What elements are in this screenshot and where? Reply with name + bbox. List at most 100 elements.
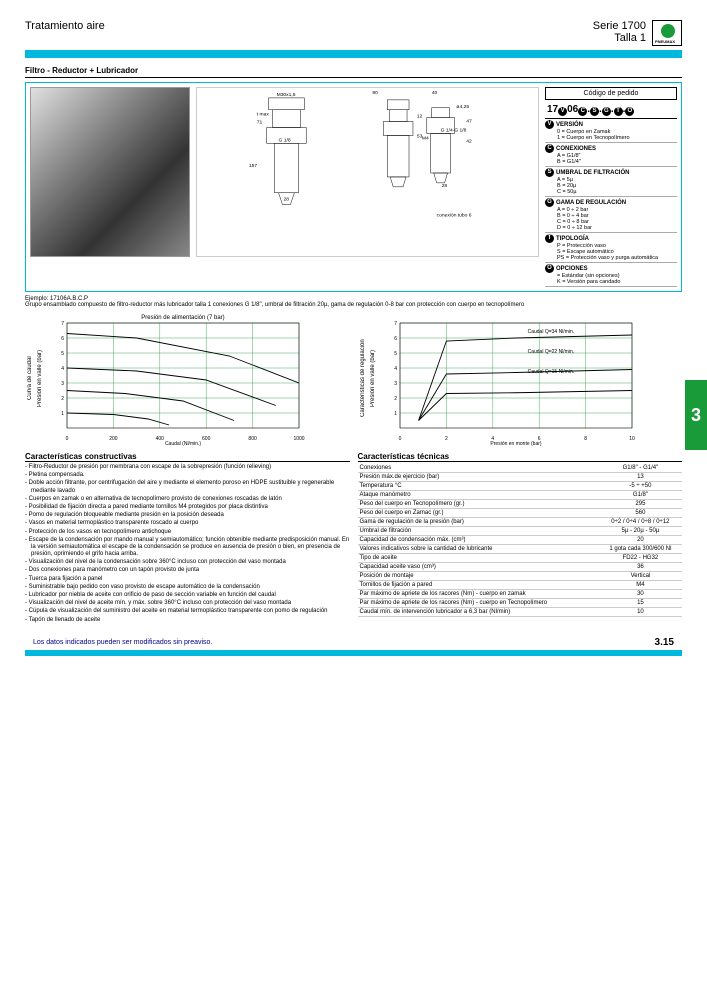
spec-label: Valores indicativos sobre la cantidad de… xyxy=(358,545,599,554)
feature-list: Filtro-Reductor de presión por membrana … xyxy=(25,464,350,624)
chart2-outer-label: Características de regulación xyxy=(358,311,368,446)
svg-text:3: 3 xyxy=(61,381,64,387)
footer-bar xyxy=(25,650,682,656)
svg-text:7: 7 xyxy=(61,321,64,327)
svg-text:G 1/8: G 1/8 xyxy=(279,137,291,143)
spec-label: Peso del cuerpo en Tecnopolímero (gr.) xyxy=(358,500,599,509)
table-row: Capacidad aceite vaso (cm³)36 xyxy=(358,563,683,572)
svg-text:600: 600 xyxy=(202,436,211,442)
table-row: Caudal mín. de intervención lubricador a… xyxy=(358,608,683,617)
spec-value: Vertical xyxy=(599,572,682,581)
feature-item: Pomo de regulación bloqueable mediante p… xyxy=(25,512,350,519)
technical-col: Características técnicas ConexionesG1/8"… xyxy=(358,452,683,625)
spec-label: Temperatura °C xyxy=(358,482,599,491)
table-row: Tipo de aceiteFD22 - HG32 xyxy=(358,554,683,563)
svg-text:1: 1 xyxy=(61,411,64,417)
spec-label: Umbral de filtración xyxy=(358,527,599,536)
spec-label: Peso del cuerpo en Zamac (gr.) xyxy=(358,509,599,518)
table-row: Posición de montajeVertical xyxy=(358,572,683,581)
constructive-title: Características constructivas xyxy=(25,452,350,462)
svg-text:80: 80 xyxy=(372,90,378,96)
feature-item: Tuerca para fijación a panel xyxy=(25,576,350,583)
table-row: Peso del cuerpo en Tecnopolímero (gr.)29… xyxy=(358,500,683,509)
constructive-col: Características constructivas Filtro-Red… xyxy=(25,452,350,625)
svg-text:71: 71 xyxy=(257,120,263,126)
header-left: Tratamiento aire xyxy=(25,20,105,32)
section-tab: 3 xyxy=(685,380,707,450)
svg-text:3: 3 xyxy=(394,381,397,387)
size-label: Talla 1 xyxy=(593,32,646,44)
header-right: Serie 1700 Talla 1 PNEUMAX xyxy=(593,20,682,46)
table-row: Ataque manómetroG1/8" xyxy=(358,491,683,500)
spec-value: 36 xyxy=(599,563,682,572)
table-row: Umbral de filtración5µ - 20µ - 50µ xyxy=(358,527,683,536)
page-number: 3.15 xyxy=(655,637,674,648)
spec-label: Ataque manómetro xyxy=(358,491,599,500)
chart1-ylabel: Presión en valle (bar) xyxy=(35,311,45,446)
feature-item: Escape de la condensación por mando manu… xyxy=(25,537,350,559)
spec-value: FD22 - HG32 xyxy=(599,554,682,563)
spec-value: 5µ - 20µ - 50µ xyxy=(599,527,682,536)
footer-note: Los datos indicados pueden ser modificad… xyxy=(33,639,212,646)
svg-text:M4: M4 xyxy=(422,135,429,141)
svg-text:4: 4 xyxy=(61,366,64,372)
chart2-ylabel: Presión en valle (bar) xyxy=(368,311,378,446)
spec-value: 560 xyxy=(599,509,682,518)
table-row: Tornillos de fijación a paredM4 xyxy=(358,581,683,590)
flow-chart: Curva de caudal Presión en valle (bar) 0… xyxy=(25,311,350,446)
feature-item: Visualización del nivel de aceite mín. y… xyxy=(25,600,350,607)
technical-title: Características técnicas xyxy=(358,452,683,462)
spec-label: Conexiones xyxy=(358,464,599,473)
feature-item: Filtro-Reductor de presión por membrana … xyxy=(25,464,350,471)
technical-table: ConexionesG1/8" - G1/4"Presión máx.de ej… xyxy=(358,464,683,617)
feature-item: Doble acción filtrante, por centrifugaci… xyxy=(25,480,350,494)
example-description: Grupo ensamblado compuesto de filtro-red… xyxy=(25,302,682,308)
feature-item: Vasos en material termoplástico transpar… xyxy=(25,520,350,527)
example-text: Ejemplo: 17106A.B.C.P Grupo ensamblado c… xyxy=(25,296,682,308)
feature-item: Posibilidad de fijación directa a pared … xyxy=(25,504,350,511)
spec-label: Presión máx.de ejercicio (bar) xyxy=(358,473,599,482)
spec-value: 15 xyxy=(599,599,682,608)
svg-text:Caudal (Nl/min.): Caudal (Nl/min.) xyxy=(165,441,201,446)
svg-text:5: 5 xyxy=(394,351,397,357)
feature-item: Lubricador por niebla de aceite con orif… xyxy=(25,592,350,599)
spec-value: 30 xyxy=(599,590,682,599)
spec-label: Caudal mín. de intervención lubricador a… xyxy=(358,608,599,617)
feature-item: Tapón de llenado de aceite xyxy=(25,617,350,624)
feature-item: Pletina compensada. xyxy=(25,472,350,479)
series-label: Serie 1700 xyxy=(593,20,646,32)
svg-text:28: 28 xyxy=(284,197,290,203)
svg-text:2: 2 xyxy=(61,396,64,402)
spec-value: 295 xyxy=(599,500,682,509)
feature-item: Suministrable bajo pedido con vaso provi… xyxy=(25,584,350,591)
charts-row: Curva de caudal Presión en valle (bar) 0… xyxy=(25,311,682,446)
specs-row: Características constructivas Filtro-Red… xyxy=(25,452,682,625)
feature-item: Visualización del nivel de la condensaci… xyxy=(25,559,350,566)
spec-value: 1 gota cada 300/600 Nl xyxy=(599,545,682,554)
table-row: Valores indicativos sobre la cantidad de… xyxy=(358,545,683,554)
regulation-chart: Características de regulación Presión en… xyxy=(358,311,683,446)
spec-value: M4 xyxy=(599,581,682,590)
table-row: Presión máx.de ejercicio (bar)13 xyxy=(358,473,683,482)
svg-text:5: 5 xyxy=(61,351,64,357)
svg-text:200: 200 xyxy=(109,436,118,442)
svg-text:2: 2 xyxy=(445,436,448,442)
divider-bar xyxy=(25,50,682,58)
feature-item: Cuerpos en zamak o en alternativa de tec… xyxy=(25,496,350,503)
svg-text:7: 7 xyxy=(394,321,397,327)
svg-text:400: 400 xyxy=(156,436,165,442)
svg-text:M30x1,5: M30x1,5 xyxy=(277,92,296,98)
svg-text:Caudal Q=34 Nl/min.: Caudal Q=34 Nl/min. xyxy=(527,329,574,335)
page-header: Tratamiento aire Serie 1700 Talla 1 PNEU… xyxy=(25,20,682,46)
spec-label: Capacidad aceite vaso (cm³) xyxy=(358,563,599,572)
svg-text:6: 6 xyxy=(394,336,397,342)
svg-text:12: 12 xyxy=(417,114,423,120)
chart2-svg: 02468101234567Presión en monte (bar)Caud… xyxy=(378,311,638,446)
table-row: Peso del cuerpo en Zamac (gr.)560 xyxy=(358,509,683,518)
table-row: Gama de regulación de la presión (bar)0÷… xyxy=(358,518,683,527)
spec-label: Posición de montaje xyxy=(358,572,599,581)
svg-text:800: 800 xyxy=(248,436,257,442)
svg-text:0: 0 xyxy=(398,436,401,442)
svg-text:157: 157 xyxy=(249,163,257,169)
spec-value: -5 ÷ +50 xyxy=(599,482,682,491)
